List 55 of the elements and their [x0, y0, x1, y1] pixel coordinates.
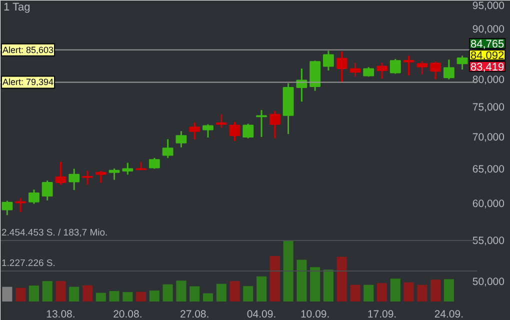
ref-line-label: 1.227.226 S.	[2, 258, 56, 269]
y-tick-label: 50,000	[472, 276, 505, 288]
candlestick	[176, 130, 187, 148]
candlestick	[269, 110, 280, 140]
candlestick	[55, 161, 66, 186]
x-tick-label: 20.08.	[113, 308, 142, 320]
candlestick	[95, 170, 106, 184]
candlestick	[28, 188, 40, 205]
candlestick	[430, 60, 441, 80]
candlestick	[122, 162, 134, 176]
y-tick-label: 60,000	[472, 198, 505, 210]
chart-title: 1 Tag	[4, 2, 30, 14]
candlestick	[148, 157, 160, 170]
ref-line-label: Alert: 79,394	[2, 77, 54, 88]
candlestick	[376, 62, 388, 80]
candlestick	[323, 50, 334, 72]
candlestick	[216, 114, 227, 129]
candlestick	[350, 62, 361, 78]
candlestick	[15, 197, 26, 213]
candlestick	[390, 58, 401, 74]
x-tick-label: 10.09.	[300, 308, 330, 320]
y-tick-label: 90,000	[472, 23, 505, 36]
ref-line-label: Alert: 85,603	[2, 44, 54, 55]
annotation: 84,092	[470, 50, 504, 62]
y-tick-label: 70,000	[472, 131, 505, 144]
candlestick	[242, 122, 254, 140]
y-tick-label: 95,000	[472, 0, 505, 12]
x-tick-label: 13.08.	[46, 308, 76, 320]
candlestick	[162, 138, 174, 159]
candlestick	[256, 109, 267, 138]
x-tick-label: 04.09.	[246, 308, 276, 320]
candlestick	[42, 180, 53, 202]
y-tick-label: 55,000	[472, 235, 505, 248]
ref-line-label: 2.454.453 S. / 183,7 Mio.	[2, 227, 108, 238]
candlestick	[336, 50, 348, 83]
y-tick-label: 80,000	[472, 74, 505, 86]
y-tick-label: 65,000	[472, 163, 505, 176]
candlestick	[229, 121, 240, 142]
candlestick	[108, 168, 120, 181]
x-tick-label: 17.09.	[367, 308, 397, 320]
y-tick-label: 75,000	[472, 102, 505, 114]
x-tick-label: 24.09.	[434, 308, 464, 320]
candlestick	[68, 168, 80, 191]
annotation: 83,419	[470, 62, 504, 74]
candlestick	[456, 54, 468, 70]
candlestick	[202, 123, 214, 138]
candlestick	[416, 60, 428, 76]
candlestick	[2, 200, 13, 216]
candlestick	[189, 122, 200, 140]
candlestick	[82, 170, 93, 186]
x-tick-label: 27.08.	[180, 308, 210, 320]
candlestick	[363, 66, 374, 78]
candlestick	[403, 54, 414, 76]
candlestick	[443, 58, 454, 80]
annotation: 84,765	[470, 38, 504, 50]
